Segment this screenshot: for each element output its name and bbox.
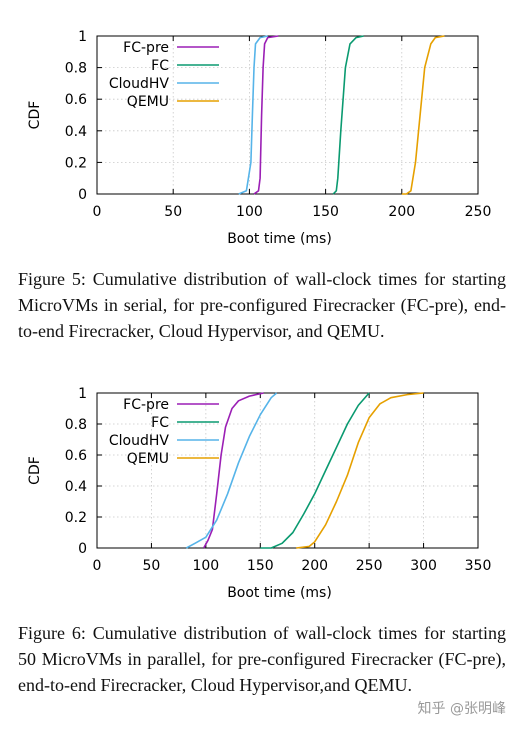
x-tick-label: 350 (465, 558, 492, 574)
x-tick-label: 200 (301, 558, 328, 574)
series-line-qemu (401, 35, 445, 195)
legend-label: FC-pre (123, 40, 169, 56)
plot-frame (96, 392, 479, 549)
y-tick-label: 0.2 (65, 155, 87, 171)
grid (97, 393, 478, 548)
legend-label: FC (151, 58, 169, 74)
y-tick-label: 0.8 (65, 61, 87, 77)
grid (97, 36, 478, 194)
x-tick-label: 150 (312, 204, 339, 220)
series-line-qemu (296, 392, 424, 549)
legend-label: QEMU (127, 94, 169, 110)
y-tick-label: 0.4 (65, 479, 87, 495)
series-line-fc-pre (253, 35, 279, 195)
x-tick-label: 250 (465, 204, 492, 220)
legend-label: FC-pre (123, 397, 169, 413)
x-tick-label: 0 (93, 204, 102, 220)
series-line-fc (332, 35, 364, 195)
series-line-cloudhv (238, 35, 268, 195)
legend: FC-pre FC CloudHV QEMU (109, 40, 219, 110)
x-axis-label: Boot time (ms) (227, 231, 332, 247)
x-tick-label: 100 (192, 558, 219, 574)
plot-frame (96, 35, 479, 195)
y-tick-label: 0 (78, 541, 87, 557)
figure-5-caption: Figure 5: Cumulative distribution of wal… (18, 269, 506, 341)
x-tick-label: 100 (236, 204, 263, 220)
watermark: 知乎 @张明峰 (417, 701, 506, 717)
y-tick-label: 1 (78, 29, 87, 45)
y-tick-label: 0.6 (65, 448, 87, 464)
x-axis-label: Boot time (ms) (227, 585, 332, 601)
legend: FC-pre FC CloudHV QEMU (109, 397, 219, 467)
legend-label: CloudHV (109, 433, 170, 449)
y-tick-label: 1 (78, 386, 87, 402)
y-axis-label: CDF (27, 101, 43, 130)
series-line-fc-pre (203, 392, 264, 549)
x-tick-label: 0 (93, 558, 102, 574)
x-tick-label: 150 (247, 558, 274, 574)
x-tick-label: 50 (143, 558, 161, 574)
y-tick-label: 0.8 (65, 417, 87, 433)
x-tick-label: 200 (388, 204, 415, 220)
x-tick-label: 50 (164, 204, 182, 220)
figure-6-caption: Figure 6: Cumulative distribution of wal… (18, 623, 506, 695)
y-axis-label: CDF (27, 456, 43, 485)
legend-label: QEMU (127, 451, 169, 467)
figure-6: 0 50 100 150 200 250 300 350 0 0.2 0.4 0.6 0.8 1 Boot … (0, 380, 520, 732)
y-tick-label: 0.2 (65, 510, 87, 526)
legend-label: FC (151, 415, 169, 431)
figure-5: 0 50 100 150 200 250 0 0.2 0.4 0.6 0.8 1 Boot time (… (0, 0, 520, 360)
series-line-fc (260, 392, 370, 549)
chart-parallel-boot-cdf: 0 50 100 150 200 250 300 350 0 0.2 0.4 0.6 0.8 1 Boot … (27, 386, 492, 601)
series-line-cloudhv (185, 392, 278, 549)
y-tick-label: 0.6 (65, 92, 87, 108)
x-tick-label: 250 (356, 558, 383, 574)
x-tick-label: 300 (410, 558, 437, 574)
legend-label: CloudHV (109, 76, 170, 92)
y-tick-label: 0.4 (65, 124, 87, 140)
y-tick-label: 0 (78, 187, 87, 203)
chart-serial-boot-cdf: 0 50 100 150 200 250 0 0.2 0.4 0.6 0.8 1 Boot time (… (27, 29, 492, 247)
